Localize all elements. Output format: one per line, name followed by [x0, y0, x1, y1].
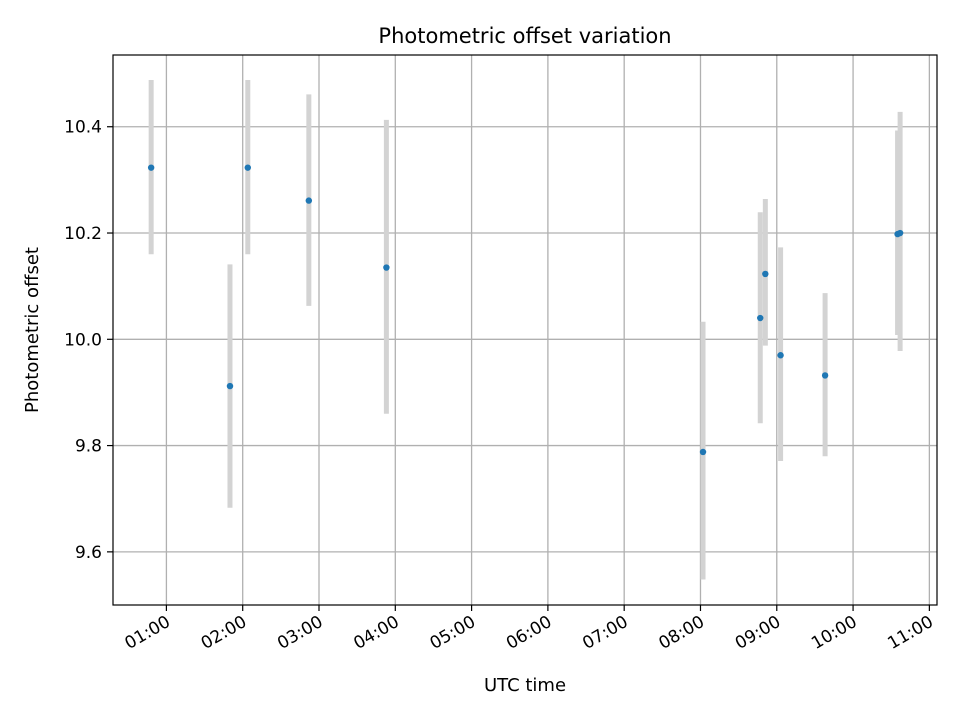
data-point — [226, 382, 234, 390]
data-point — [305, 197, 313, 204]
chart-title: Photometric offset variation — [378, 24, 671, 48]
y-tick-label: 9.8 — [75, 437, 102, 457]
x-axis-label: UTC time — [484, 675, 566, 696]
data-point — [896, 229, 904, 237]
data-point — [244, 164, 251, 171]
y-tick-label: 9.6 — [75, 543, 102, 563]
data-point — [383, 264, 390, 271]
plot-frame — [112, 54, 938, 606]
grid — [113, 55, 937, 605]
data-point — [777, 352, 784, 359]
data-point — [762, 270, 769, 278]
data-point — [147, 164, 155, 171]
data-point — [699, 448, 707, 456]
y-axis-ticks: 9.6 9.8 10.0 10.2 10.4 — [64, 118, 113, 563]
data-point — [821, 372, 829, 379]
y-tick-label: 10.0 — [64, 330, 102, 350]
y-tick-label: 10.4 — [64, 118, 102, 138]
y-axis-label: Photometric offset — [22, 247, 43, 413]
y-tick-label: 10.2 — [64, 224, 102, 244]
data-points — [147, 164, 904, 456]
data-point — [757, 314, 764, 322]
